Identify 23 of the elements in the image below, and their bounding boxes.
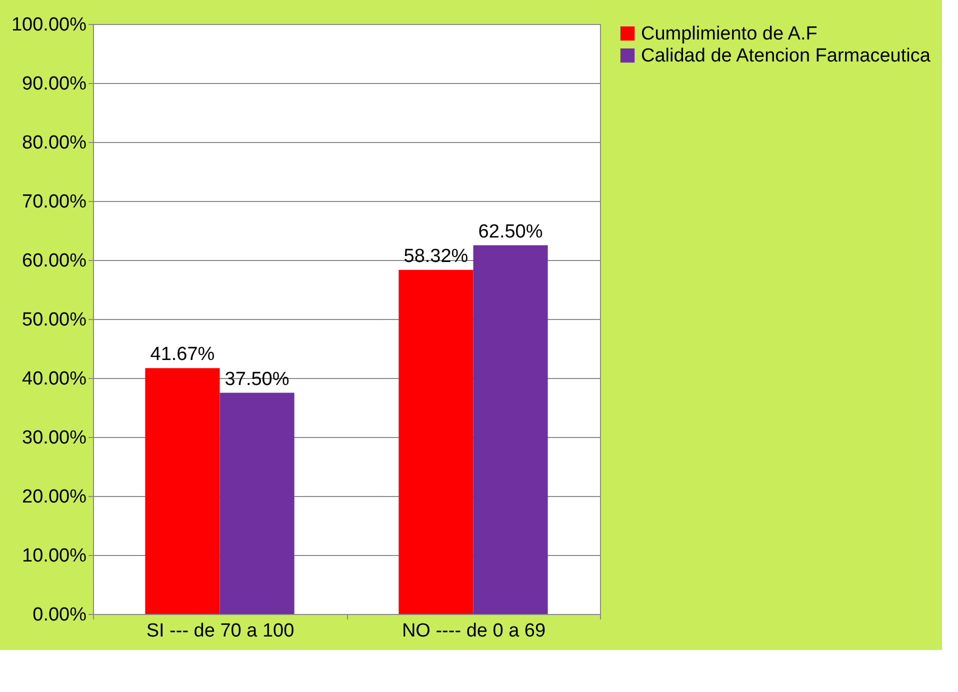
x-tick-label: SI --- de 70 a 100 <box>146 620 294 642</box>
y-tick-label: 20.00% <box>22 486 87 508</box>
y-tick-label: 80.00% <box>22 132 87 154</box>
legend-label: Cumplimiento de A.F <box>641 24 818 44</box>
y-tick-label: 10.00% <box>22 546 87 566</box>
data-label: 37.50% <box>224 368 290 390</box>
y-tick-label: 30.00% <box>22 428 87 448</box>
y-tick-label: 70.00% <box>22 192 87 212</box>
bar <box>220 392 294 614</box>
y-tick-label: 40.00% <box>22 368 87 390</box>
bar <box>398 270 474 614</box>
legend-label: Calidad de Atencion Farmaceutica <box>641 46 931 66</box>
bar <box>145 368 220 614</box>
y-tick-label: 0.00% <box>32 604 87 626</box>
y-tick-label: 100.00% <box>11 14 87 36</box>
data-label: 41.67% <box>150 344 215 366</box>
bar <box>473 245 548 614</box>
data-label: 58.32% <box>404 246 468 267</box>
data-label: 62.50% <box>478 221 543 242</box>
y-tick-label: 60.00% <box>22 250 87 272</box>
y-tick-label: 50.00% <box>22 310 87 330</box>
x-tick-label: NO ---- de 0 a 69 <box>402 620 546 642</box>
y-tick-label: 90.00% <box>22 74 87 94</box>
